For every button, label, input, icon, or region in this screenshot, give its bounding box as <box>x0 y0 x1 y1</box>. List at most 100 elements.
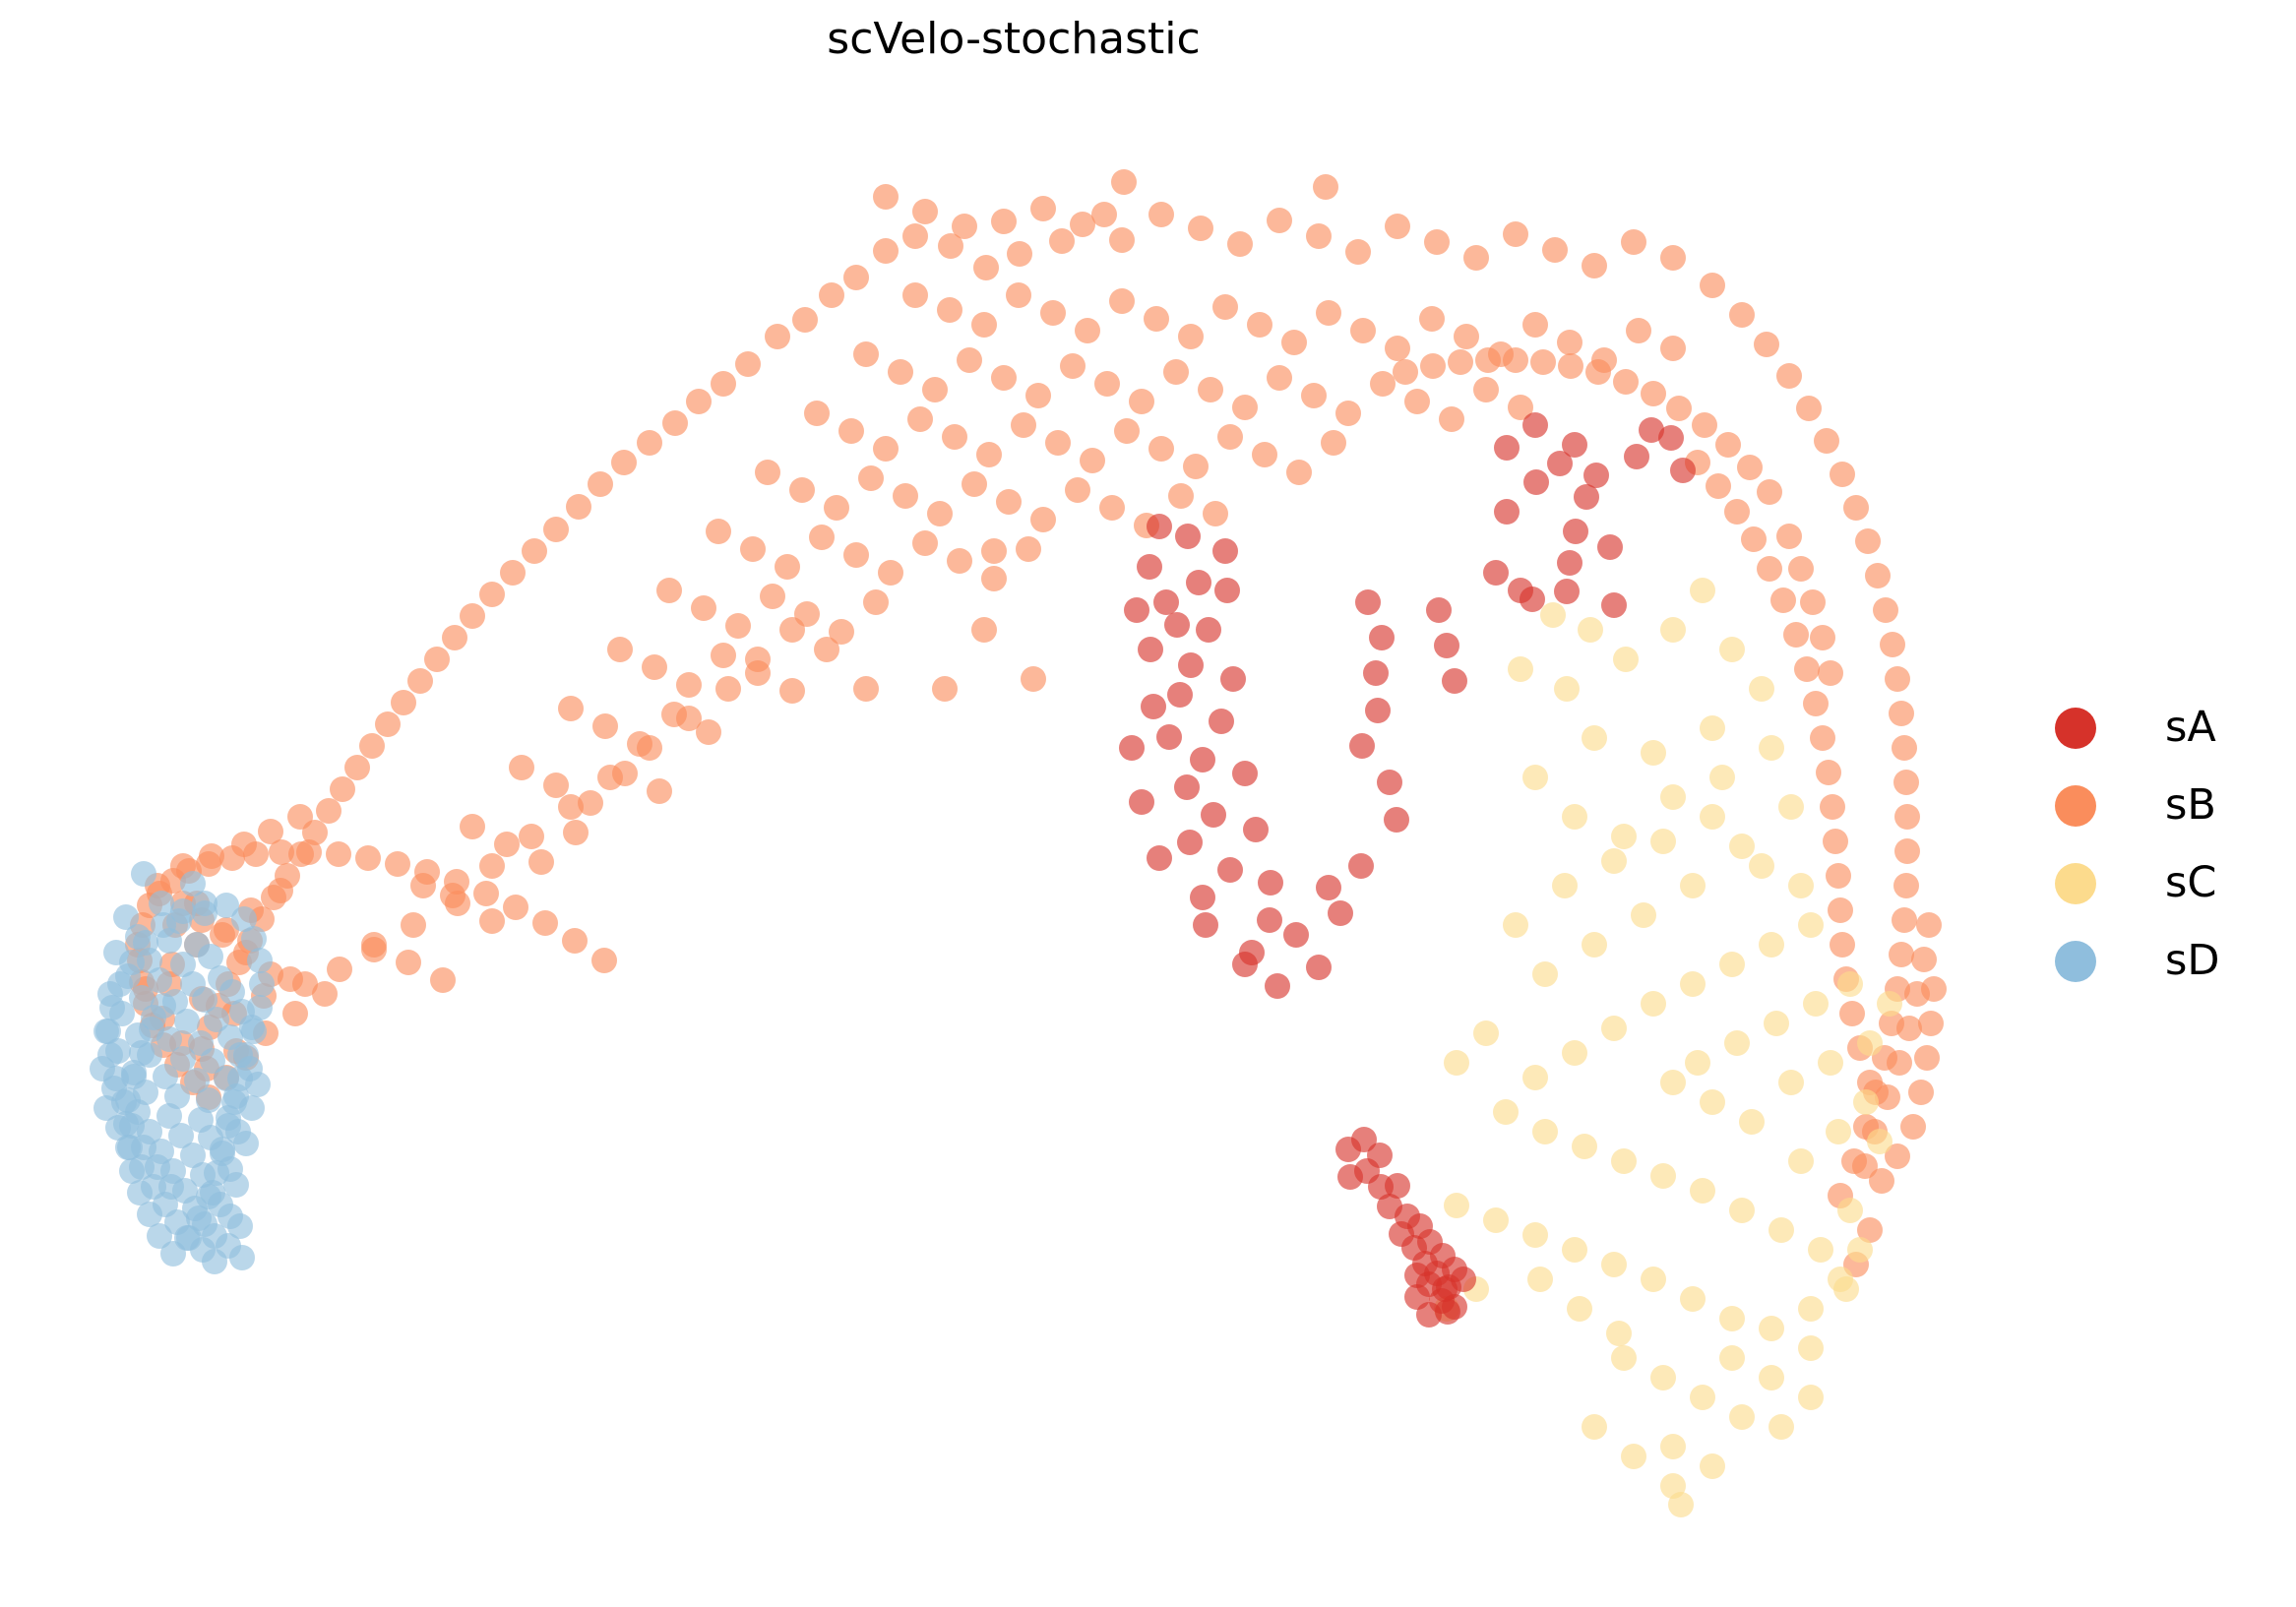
scatter-point <box>180 1143 206 1168</box>
scatter-point <box>1660 245 1686 271</box>
scatter-point <box>1685 1050 1710 1076</box>
scatter-point <box>1778 1070 1804 1095</box>
scatter-point <box>1567 1296 1592 1322</box>
scatter-point <box>1611 824 1637 849</box>
scatter-point <box>1252 442 1277 467</box>
scatter-point <box>1016 536 1041 562</box>
scatter-point <box>258 819 283 844</box>
scatter-point <box>1803 691 1829 716</box>
legend-item-sD[interactable]: sD <box>2055 922 2281 1000</box>
scatter-point <box>938 233 963 259</box>
scatter-point <box>479 853 505 879</box>
legend-item-sC[interactable]: sC <box>2055 844 2281 922</box>
scatter-point <box>202 1249 227 1274</box>
legend-item-sA[interactable]: sA <box>2055 689 2281 767</box>
scatter-point <box>1803 991 1829 1017</box>
scatter-point <box>543 773 569 798</box>
scatter-point <box>1363 660 1389 686</box>
scatter-point <box>588 471 613 497</box>
scatter-point <box>385 851 410 877</box>
scatter-point <box>160 1241 186 1267</box>
scatter-point <box>873 436 899 462</box>
scatter-point <box>981 538 1007 564</box>
scatter-point <box>591 948 617 973</box>
scatter-point <box>1853 1089 1879 1115</box>
scatter-point <box>912 530 938 556</box>
scatter-point <box>1660 1070 1686 1095</box>
scatter-point <box>231 906 257 932</box>
scatter-point <box>1582 1414 1607 1440</box>
scatter-point <box>1852 1153 1878 1179</box>
scatter-point <box>1893 873 1919 898</box>
scatter-point <box>168 1123 194 1148</box>
scatter-point <box>532 910 558 936</box>
scatter-point <box>1196 617 1221 643</box>
scatter-point <box>1493 1099 1519 1125</box>
scatter-point <box>1306 223 1332 249</box>
scatter-point <box>1183 454 1209 479</box>
scatter-point <box>1650 829 1676 854</box>
scatter-point <box>1601 592 1627 618</box>
scatter-point <box>1896 1016 1922 1041</box>
scatter-point <box>1818 660 1843 686</box>
scatter-point <box>1267 208 1292 233</box>
scatter-point <box>760 584 785 609</box>
scatter-point <box>97 1042 123 1068</box>
scatter-point <box>1700 273 1725 298</box>
scatter-point <box>1857 1070 1883 1095</box>
scatter-point <box>853 676 879 702</box>
scatter-point <box>912 199 938 224</box>
scatter-point <box>1111 169 1137 195</box>
scatter-point <box>578 790 603 816</box>
scatter-point <box>1572 1134 1597 1159</box>
scatter-point <box>902 223 928 249</box>
scatter-point <box>1798 1335 1824 1361</box>
scatter-point <box>1148 202 1174 227</box>
scatter-point <box>642 654 667 680</box>
scatter-point <box>1070 212 1095 237</box>
scatter-point <box>1503 221 1528 247</box>
scatter-point <box>1611 1148 1637 1174</box>
scatter-point <box>1770 587 1796 613</box>
scatter-point <box>1798 1296 1824 1322</box>
scatter-point <box>147 967 172 993</box>
scatter-point <box>1124 597 1149 623</box>
scatter-point <box>1729 302 1755 328</box>
scatter-point <box>407 668 433 694</box>
scatter-point <box>1880 632 1905 657</box>
scatter-point <box>1119 735 1145 761</box>
scatter-point <box>147 1223 172 1249</box>
scatter-point <box>316 798 341 824</box>
scatter-point <box>355 845 381 871</box>
scatter-point <box>1563 519 1588 544</box>
scatter-point <box>359 733 385 759</box>
scatter-point <box>1212 538 1238 564</box>
scatter-point <box>1532 1119 1558 1144</box>
scatter-point <box>1855 528 1881 554</box>
scatter-point <box>1217 424 1243 450</box>
scatter-point <box>127 1180 153 1205</box>
scatter-point <box>1385 214 1410 239</box>
scatter-point <box>442 625 467 650</box>
scatter-point <box>1384 807 1409 833</box>
scatter-point <box>1355 589 1381 615</box>
scatter-point <box>1030 196 1056 221</box>
scatter-point <box>1626 318 1651 343</box>
scatter-point <box>1523 469 1549 495</box>
scatter-point <box>1670 458 1696 483</box>
scatter-point <box>1508 656 1533 682</box>
legend-label: sD <box>2165 936 2220 985</box>
scatter-point <box>691 595 716 621</box>
legend-item-sB[interactable]: sB <box>2055 767 2281 844</box>
scatter-point <box>725 613 751 639</box>
scatter-point <box>888 359 913 385</box>
scatter-point <box>765 324 790 349</box>
scatter-point <box>1706 473 1731 499</box>
scatter-point <box>819 282 844 308</box>
scatter-point <box>1547 451 1573 476</box>
scatter-point <box>219 979 245 1005</box>
scatter-point <box>1190 885 1215 910</box>
scatter-point <box>1164 612 1190 638</box>
